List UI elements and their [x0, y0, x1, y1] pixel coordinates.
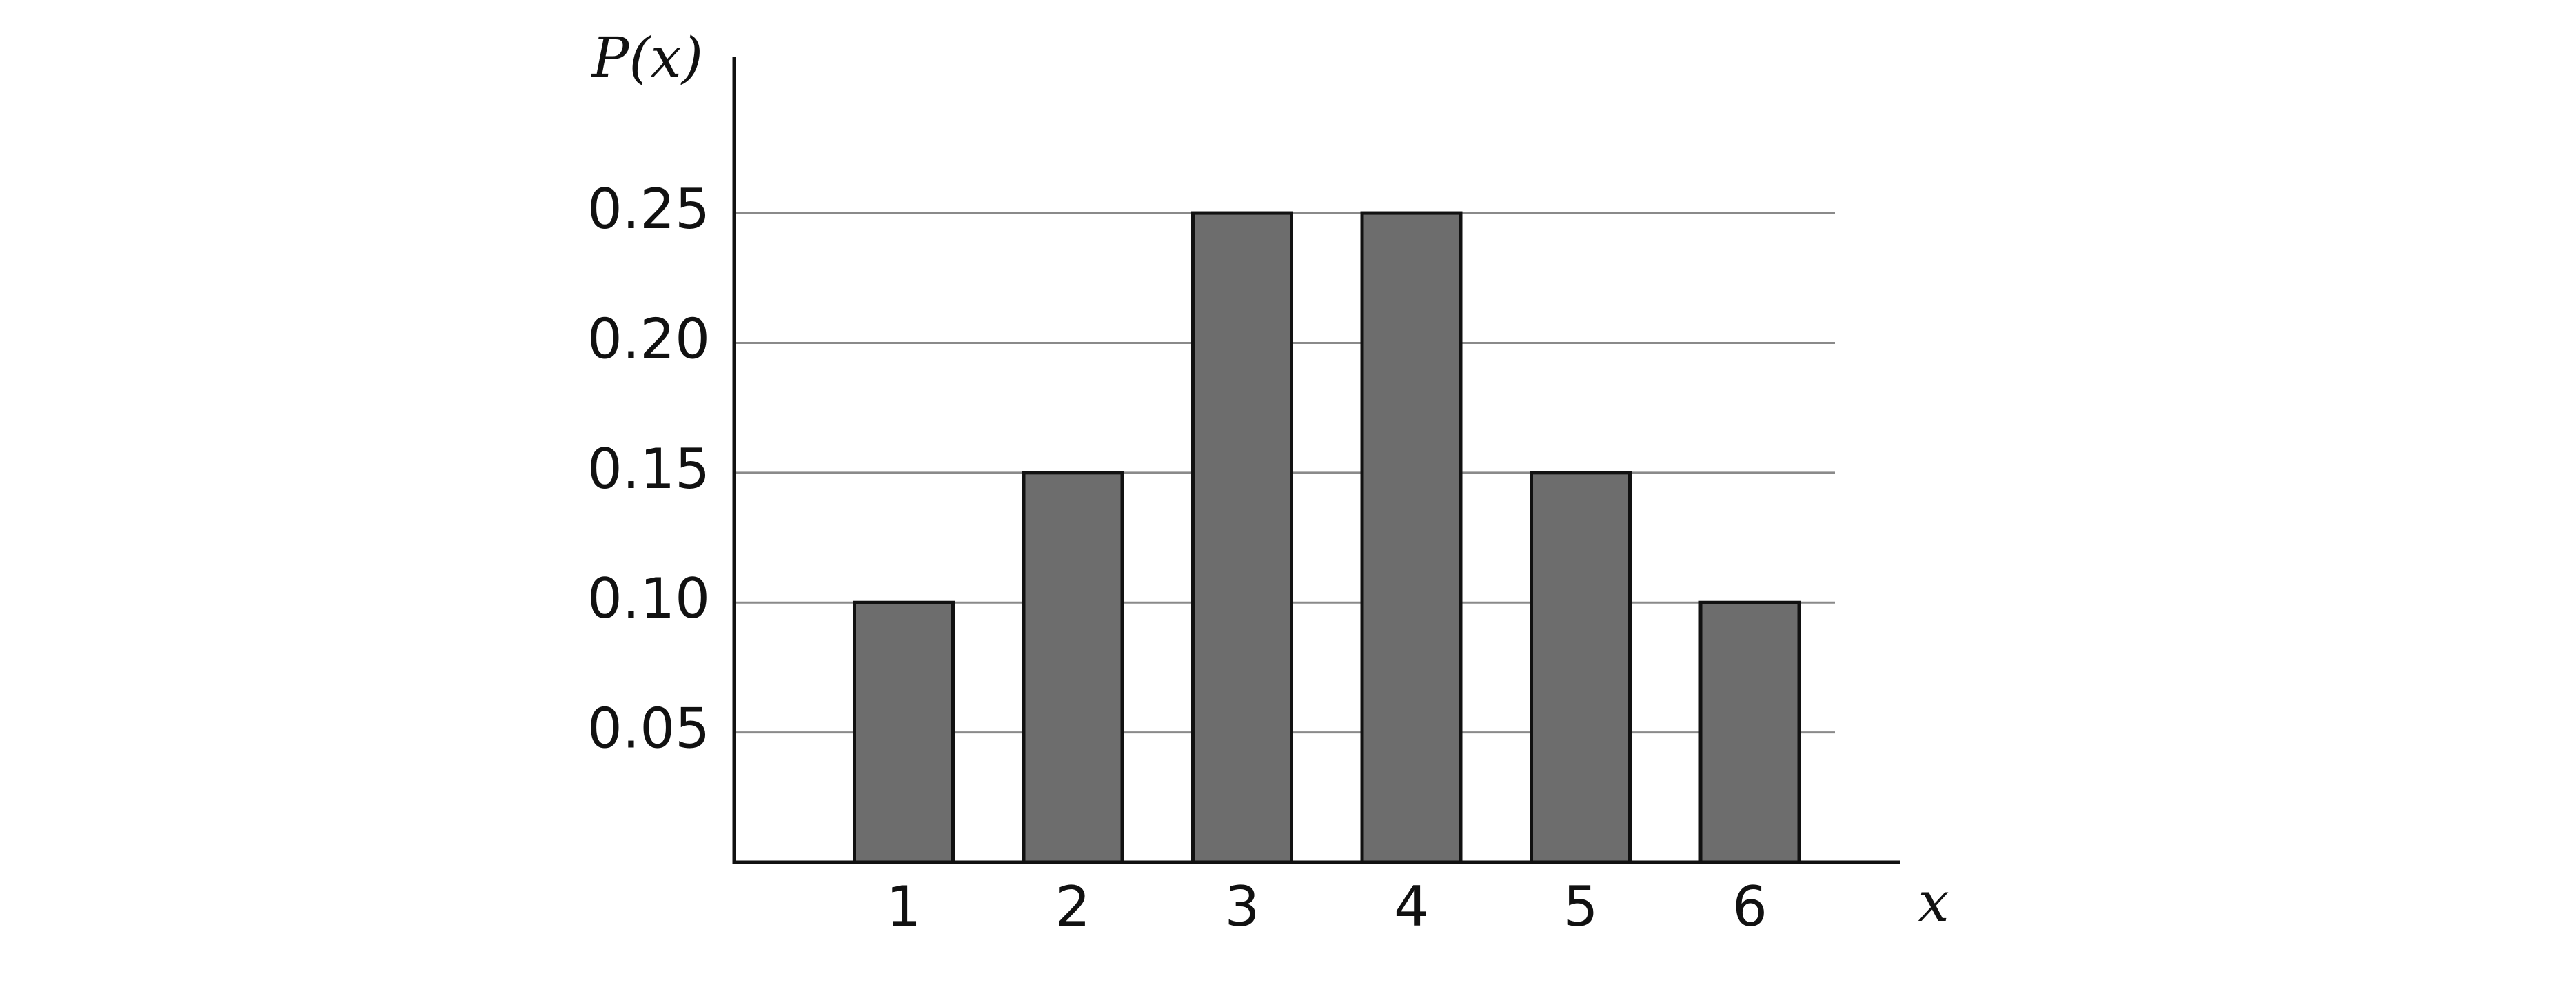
x-tick-label: 2: [1055, 875, 1091, 939]
x-tick-label: 3: [1225, 875, 1260, 939]
bar: [1022, 471, 1124, 864]
bar: [1530, 471, 1632, 864]
y-tick-label: 0.05: [587, 697, 710, 761]
x-tick-label: 5: [1563, 875, 1599, 939]
x-tick-label: 6: [1732, 875, 1767, 939]
y-tick-label: 0.25: [587, 177, 710, 241]
y-tick-label: 0.10: [587, 567, 710, 631]
bar: [1698, 600, 1801, 864]
x-axis-title: x: [1918, 870, 1949, 934]
bar: [853, 600, 955, 864]
bar: [1191, 211, 1293, 864]
y-axis-title: P(x): [591, 26, 703, 90]
x-tick-label: 1: [886, 875, 922, 939]
x-tick-label: 4: [1394, 875, 1429, 939]
bar: [1360, 211, 1463, 864]
y-tick-label: 0.15: [587, 437, 710, 501]
y-tick-label: 0.20: [587, 307, 710, 371]
